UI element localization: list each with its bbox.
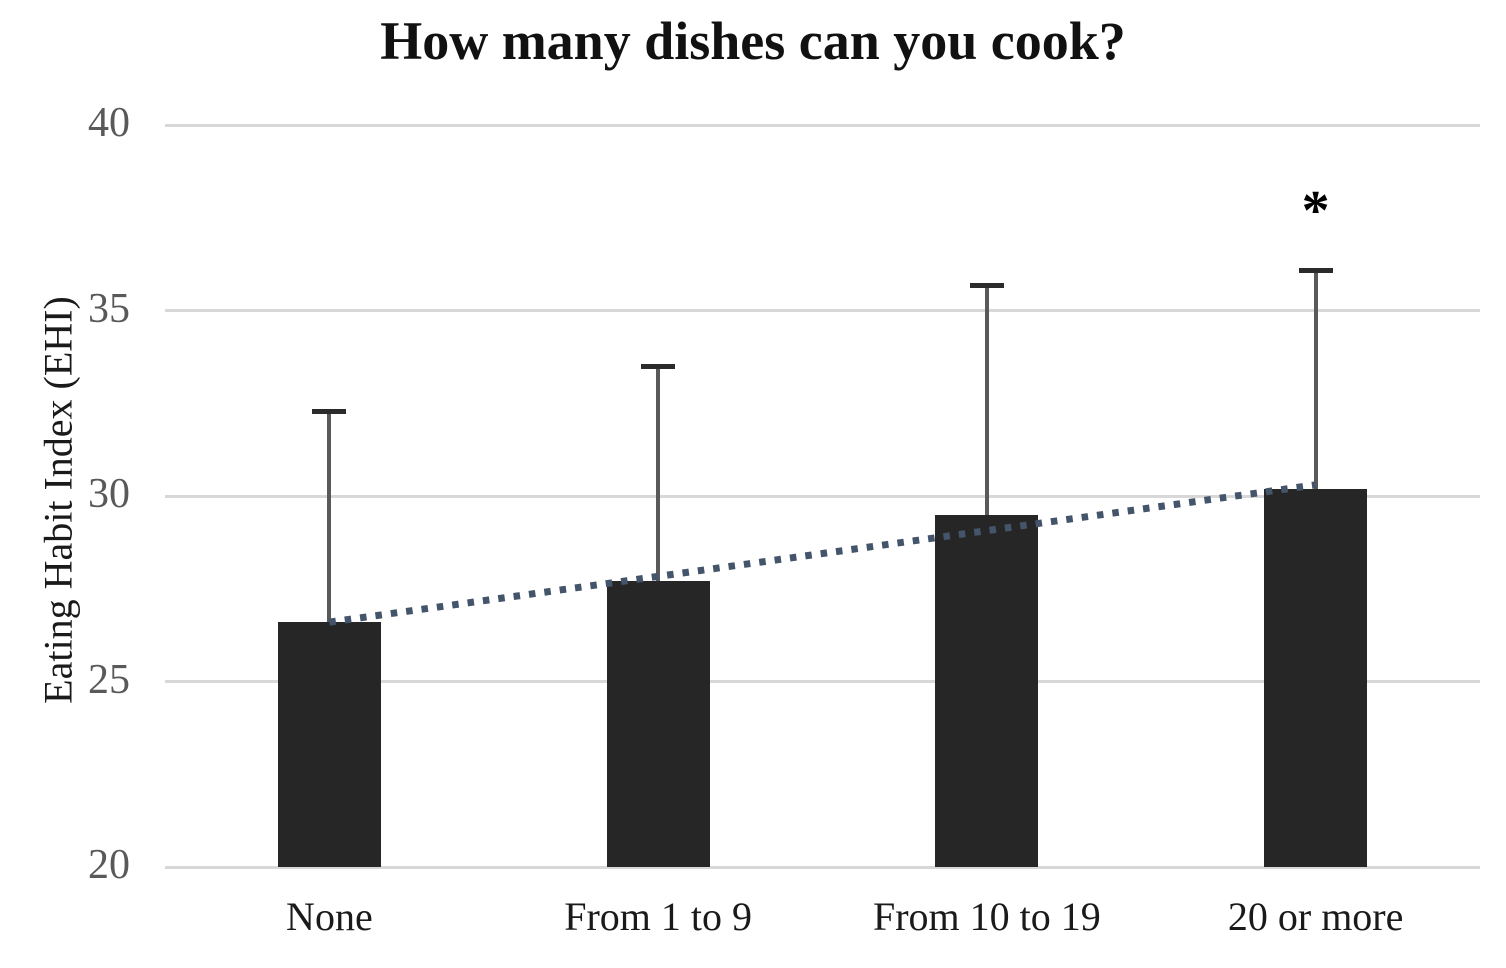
gridline-y-30 <box>165 494 1480 498</box>
bar-from-1-to-9 <box>606 581 710 867</box>
y-tick-label-25: 25 <box>88 656 130 703</box>
error-bar-line <box>1313 269 1318 489</box>
y-tick-label-30: 30 <box>88 471 130 517</box>
plot-area <box>165 123 1480 869</box>
trendline-layer <box>328 481 1317 626</box>
bar-none <box>277 622 381 867</box>
y-tick-label-35: 35 <box>88 285 130 332</box>
gridline-y-35 <box>165 309 1480 312</box>
y-axis-tick-labels: 20 25 30 35 40 <box>0 0 148 968</box>
bar-from-10-to-19 <box>935 514 1039 867</box>
significance-asterisk: * <box>1301 179 1330 242</box>
error-bar-cap <box>312 408 347 414</box>
gridline-y-40 <box>165 123 1480 127</box>
bar-20-or-more <box>1264 488 1368 867</box>
error-bar-line <box>656 366 661 582</box>
gridline-y-25 <box>165 680 1480 683</box>
error-bar-line <box>984 284 989 515</box>
x-category-label-20-or-more: 20 or more <box>1227 894 1404 939</box>
x-category-label-from-1-to-9: From 1 to 9 <box>564 894 753 939</box>
chart-title: How many dishes can you cook? <box>380 11 1126 71</box>
error-bar-cap <box>641 364 676 370</box>
error-bar-line <box>327 410 332 623</box>
x-category-label-none: None <box>286 894 373 939</box>
dotted-trendline <box>328 481 1317 626</box>
y-tick-label-40: 40 <box>88 100 130 146</box>
error-bar-cap <box>969 282 1004 288</box>
gridline-y-20 <box>165 865 1480 869</box>
x-category-label-from-10-to-19: From 10 to 19 <box>872 894 1101 939</box>
error-bar-cap <box>1298 267 1333 273</box>
y-tick-label-20: 20 <box>88 842 130 888</box>
